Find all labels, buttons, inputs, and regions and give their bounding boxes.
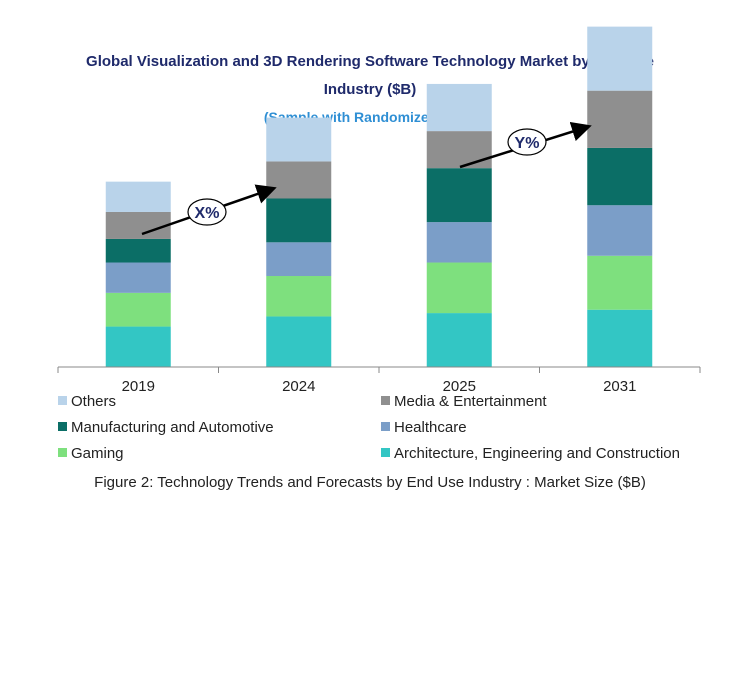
bar-segment-2019-3	[105, 238, 171, 263]
bar-segment-2019-1	[105, 292, 171, 327]
bar-segment-2019-5	[105, 181, 171, 212]
legend-item: Architecture, Engineering and Constructi…	[381, 445, 680, 462]
bar-segment-2024-5	[266, 117, 332, 162]
bar-segment-2025-3	[426, 168, 492, 223]
bar-segment-2031-0	[587, 309, 653, 367]
x-tick-label-2025: 2025	[443, 378, 476, 395]
stacked-bar-chart: 2019 2024 2025 2031 X% Y%	[57, 26, 701, 395]
bar-segment-2031-5	[587, 26, 653, 91]
growth-label-bubble-1	[187, 198, 227, 226]
x-tick-label-2019: 2019	[122, 378, 155, 395]
legend-swatch	[58, 422, 67, 431]
growth-label-bubble-2	[507, 128, 547, 156]
legend-label: Manufacturing and Automotive	[71, 419, 274, 436]
bar-segment-2024-0	[266, 316, 332, 367]
bar-segment-2025-1	[426, 262, 492, 314]
bar-segment-2024-4	[266, 161, 332, 199]
chart-title-line2: Industry ($B)	[323, 81, 417, 98]
bar-segment-2019-2	[105, 262, 171, 293]
bar-segment-2031-3	[587, 147, 653, 206]
legend-item: Healthcare	[381, 419, 467, 436]
bar-segment-2024-3	[266, 198, 332, 243]
legend-swatch	[381, 396, 390, 405]
legend-item: Manufacturing and Automotive	[58, 419, 274, 436]
legend-label: Others	[71, 393, 117, 410]
legend-label: Healthcare	[394, 419, 467, 436]
legend-label: Media & Entertainment	[394, 393, 547, 410]
legend-item: Others	[58, 393, 116, 410]
growth-label-2: Y%	[515, 135, 540, 152]
legend-label: Gaming	[71, 445, 124, 462]
x-tick-label-2031: 2031	[603, 378, 636, 395]
legend-swatch	[381, 448, 390, 457]
bar-segment-2024-2	[266, 242, 332, 277]
legend-swatch	[381, 422, 390, 431]
legend-swatch	[58, 396, 67, 405]
chart-title-line1: Global Visualization and 3D Rendering So…	[86, 53, 654, 70]
legend-item: Media & Entertainment	[381, 393, 547, 410]
figure-caption: Figure 2: Technology Trends and Forecast…	[94, 474, 646, 491]
bar-segment-2019-0	[105, 326, 171, 367]
legend-label: Architecture, Engineering and Constructi…	[394, 445, 680, 462]
bar-segment-2025-4	[426, 131, 492, 169]
bar-segment-2025-5	[426, 83, 492, 132]
bar-segment-2019-4	[105, 211, 171, 239]
bar-segment-2025-0	[426, 313, 492, 367]
growth-label-1: X%	[195, 205, 220, 222]
bar-segment-2025-2	[426, 222, 492, 263]
legend-item: Gaming	[58, 445, 124, 462]
legend-swatch	[58, 448, 67, 457]
x-tick-label-2024: 2024	[282, 378, 315, 395]
bar-segment-2031-2	[587, 205, 653, 256]
bar-segment-2031-1	[587, 255, 653, 310]
bar-segment-2031-4	[587, 90, 653, 148]
bar-segment-2024-1	[266, 276, 332, 317]
